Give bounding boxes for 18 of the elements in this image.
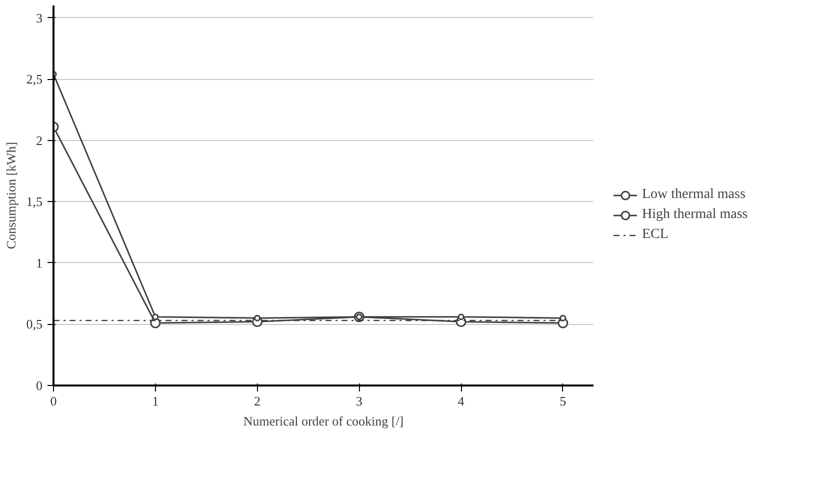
- x-tick-label: 4: [458, 394, 465, 408]
- y-tick-label: 3: [36, 10, 42, 26]
- x-tick-label: 1: [152, 394, 159, 408]
- x-tick-label: 2: [254, 394, 261, 408]
- x-tick-label: 0: [50, 394, 57, 408]
- y-tick-label: 2: [36, 132, 42, 148]
- y-tick-label: 0,5: [26, 316, 42, 332]
- legend-label: High thermal mass: [642, 206, 748, 222]
- x-tick-label: 3: [356, 394, 362, 408]
- y-axis-title: Consumption [kWh]: [3, 142, 18, 250]
- legend-label: ECL: [642, 226, 668, 242]
- x-tick-label: 5: [560, 394, 566, 408]
- y-tick-label: 1: [36, 255, 42, 270]
- x-axis-title: Numerical order of cooking [/]: [243, 414, 404, 428]
- y-tick-label: 0: [36, 378, 42, 393]
- y-tick-label: 1,5: [26, 194, 42, 210]
- legend-label: Low thermal mass: [642, 186, 746, 202]
- y-tick-label: 2,5: [26, 72, 42, 87]
